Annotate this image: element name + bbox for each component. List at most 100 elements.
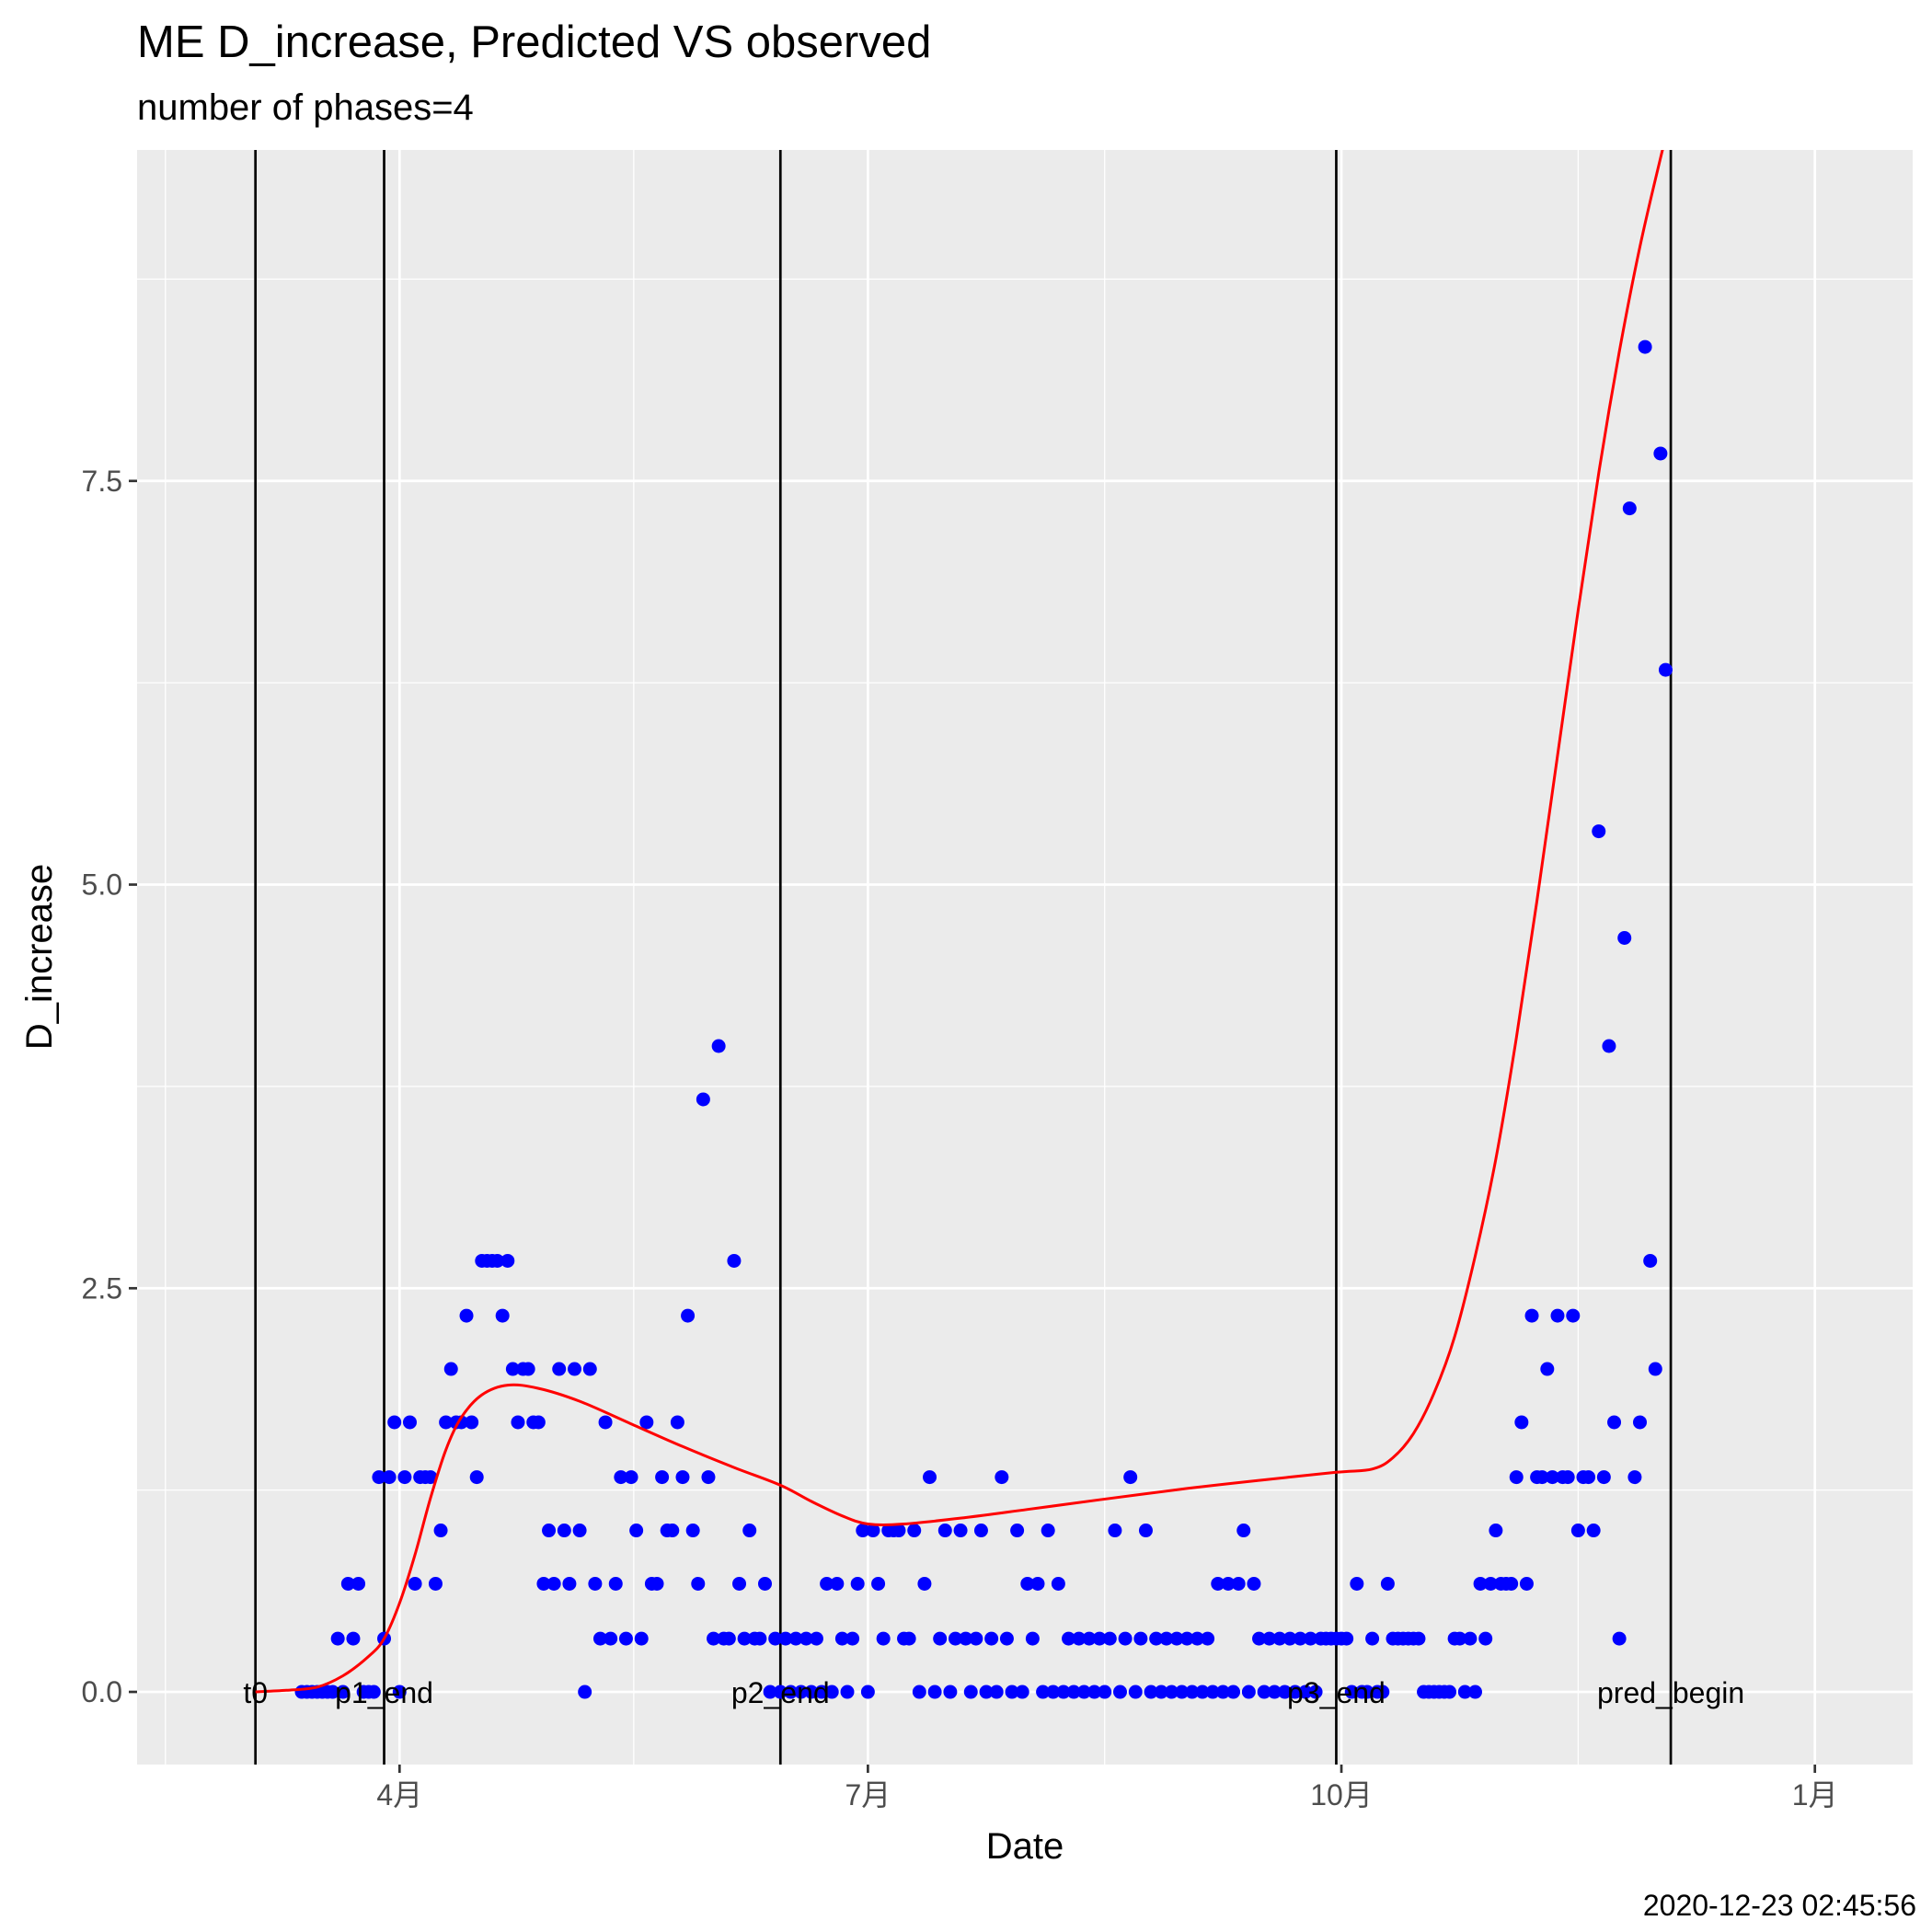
observed-point [1340,1631,1354,1646]
observed-point [850,1576,865,1591]
observed-point [1226,1685,1241,1699]
observed-point [592,1631,607,1646]
observed-point [443,1362,458,1376]
observed-point [408,1576,422,1591]
observed-point [1257,1685,1271,1699]
observed-point [707,1631,721,1646]
observed-point [629,1524,644,1538]
phase-label: p2_end [731,1676,830,1709]
observed-point [783,1685,798,1699]
observed-point [655,1470,670,1485]
observed-point [521,1362,535,1376]
observed-point [1062,1631,1076,1646]
phase-labels: t0 p1_end p2_end p3_end pred_begin [243,1676,1744,1709]
observed-point [1592,824,1606,839]
observed-point [876,1631,891,1646]
observed-point [568,1362,582,1376]
observed-point [866,1524,880,1538]
observed-point [1082,1631,1097,1646]
observed-point [984,1631,999,1646]
observed-point [1658,662,1673,677]
observed-point [1360,1685,1374,1699]
observed-point [696,1092,710,1107]
observed-point [1581,1470,1596,1485]
observed-point [871,1576,886,1591]
observed-point [1262,1631,1277,1646]
observed-point [1247,1576,1261,1591]
observed-point [1179,1631,1194,1646]
observed-point [1524,1308,1539,1323]
observed-point [794,1685,809,1699]
observed-point [511,1415,525,1430]
observed-point [1560,1470,1575,1485]
observed-point [963,1685,978,1699]
observed-point [650,1576,664,1591]
observed-point [346,1631,361,1646]
observed-point [763,1685,777,1699]
observed-point [727,1253,742,1268]
observed-point [1185,1685,1200,1699]
observed-point [428,1576,443,1591]
observed-point [1241,1685,1256,1699]
observed-point [979,1685,994,1699]
observed-point [1617,930,1632,945]
observed-point [799,1631,813,1646]
observed-point [366,1685,381,1699]
observed-point [753,1631,767,1646]
observed-point [1108,1524,1122,1538]
observed-point [804,1685,819,1699]
observed-point [326,1685,340,1699]
observed-point [340,1576,355,1591]
observed-point [1175,1685,1190,1699]
chart-subtitle: number of phases=4 [137,87,474,128]
observed-point [959,1631,973,1646]
observed-point [1123,1470,1138,1485]
observed-point [557,1524,571,1538]
observed-point [1298,1685,1313,1699]
observed-point [439,1415,454,1430]
observed-point [1231,1576,1246,1591]
observed-point [572,1524,587,1538]
observed-point [1288,1685,1303,1699]
observed-point [1293,1631,1307,1646]
observed-point [1267,1685,1282,1699]
minor-gridlines [137,150,1913,1765]
observed-point [392,1685,407,1699]
observed-point [490,1253,505,1268]
observed-point [614,1470,628,1485]
observed-point [1169,1631,1184,1646]
observed-point [1566,1308,1581,1323]
observed-point [1550,1308,1565,1323]
observed-point [685,1524,700,1538]
observed-point [397,1470,412,1485]
predicted-line [255,150,1664,1694]
phase-lines [254,150,1673,1765]
observed-point [1545,1470,1559,1485]
x-tick-label: 7月 [845,1778,891,1811]
observed-point [495,1308,510,1323]
observed-point [856,1524,870,1538]
observed-point [1278,1685,1293,1699]
observed-point [1612,1631,1627,1646]
observed-point [1308,1685,1323,1699]
observed-point [351,1576,366,1591]
phase-label: t0 [243,1676,268,1709]
observed-point [1648,1362,1662,1376]
observed-point [604,1631,618,1646]
observed-point [531,1415,546,1430]
observed-point [1144,1685,1158,1699]
observed-point [814,1685,829,1699]
observed-point [953,1524,968,1538]
observed-point [423,1470,438,1485]
observed-point [840,1685,855,1699]
observed-point [336,1685,351,1699]
observed-point [1236,1524,1251,1538]
observed-point [1010,1524,1025,1538]
observed-point [665,1524,680,1538]
observed-point [721,1631,736,1646]
observed-point [943,1685,958,1699]
observed-point [1489,1524,1503,1538]
observed-point [1149,1631,1164,1646]
y-tick-label: 0.0 [82,1675,122,1708]
observed-point [1519,1576,1534,1591]
